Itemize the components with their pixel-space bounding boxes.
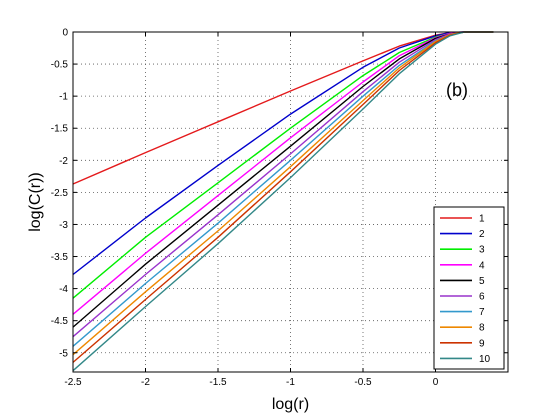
legend-label-10: 10 (479, 354, 491, 365)
legend-box (433, 206, 505, 370)
y-axis-label: log(C(r)) (27, 172, 44, 232)
y-tick-label: -1.5 (51, 124, 69, 135)
y-tick-label: -4.5 (51, 316, 69, 327)
legend-label-5: 5 (479, 276, 485, 287)
legend: 1 2 3 4 5 6 7 8 9 10 (433, 206, 505, 370)
x-tick-label: 0 (433, 377, 439, 388)
y-tick-label: -1 (59, 92, 68, 103)
legend-label-1: 1 (479, 214, 485, 225)
series-layer (72, 31, 494, 372)
y-tick-label: -2 (59, 156, 68, 167)
y-tick-label: -3 (59, 220, 68, 231)
legend-label-9: 9 (479, 338, 485, 349)
y-tick-label: -3.5 (51, 252, 69, 263)
legend-label-2: 2 (479, 229, 485, 240)
x-tick-label: -0.5 (354, 377, 372, 388)
x-tick-label: -2 (141, 377, 150, 388)
legend-label-7: 7 (479, 307, 485, 318)
legend-label-6: 6 (479, 292, 485, 303)
x-axis-label: log(r) (272, 396, 309, 413)
x-tick-label: -1.5 (209, 377, 227, 388)
ticks: -2.5 -2 -1.5 -1 -0.5 0 0 -0.5 -1 -1.5 -2 -2.5 -3 -3.5… (51, 28, 508, 388)
y-tick-label: -0.5 (51, 60, 69, 71)
x-tick-label: -1 (286, 377, 295, 388)
y-tick-label: -2.5 (51, 188, 69, 199)
legend-label-8: 8 (479, 323, 485, 334)
y-tick-label: -4 (59, 284, 68, 295)
series-line-10 (72, 31, 494, 372)
x-tick-label: -2.5 (64, 377, 82, 388)
y-tick-label: 0 (62, 28, 68, 39)
y-tick-label: -5 (59, 348, 68, 359)
legend-label-4: 4 (479, 260, 485, 271)
panel-annotation: (b) (446, 80, 468, 100)
legend-label-3: 3 (479, 245, 485, 256)
